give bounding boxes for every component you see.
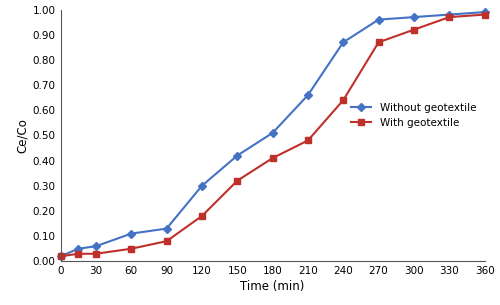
With geotextile [411, 28, 417, 31]
With geotextile [446, 15, 452, 19]
With geotextile [199, 214, 205, 218]
Without geotextile [411, 15, 417, 19]
Without geotextile [270, 131, 276, 135]
With geotextile [340, 98, 346, 102]
With geotextile [93, 252, 99, 256]
Line: With geotextile: With geotextile [58, 12, 488, 259]
Without geotextile [446, 13, 452, 16]
With geotextile [376, 41, 382, 44]
Without geotextile [199, 184, 205, 188]
Without geotextile [234, 154, 240, 157]
Line: Without geotextile: Without geotextile [58, 9, 488, 259]
With geotextile [75, 252, 81, 256]
With geotextile [482, 13, 488, 16]
Without geotextile [376, 18, 382, 21]
Without geotextile [75, 247, 81, 251]
With geotextile [270, 156, 276, 160]
Without geotextile [482, 10, 488, 14]
X-axis label: Time (min): Time (min) [240, 280, 305, 293]
Without geotextile [164, 227, 170, 230]
Without geotextile [128, 232, 134, 235]
Without geotextile [340, 41, 346, 44]
Without geotextile [58, 254, 64, 258]
Y-axis label: Ce/Co: Ce/Co [16, 118, 28, 153]
With geotextile [234, 179, 240, 183]
With geotextile [305, 139, 311, 142]
Legend: Without geotextile, With geotextile: Without geotextile, With geotextile [348, 99, 480, 131]
With geotextile [128, 247, 134, 251]
With geotextile [58, 254, 64, 258]
With geotextile [164, 239, 170, 243]
Without geotextile [305, 93, 311, 97]
Without geotextile [93, 244, 99, 248]
